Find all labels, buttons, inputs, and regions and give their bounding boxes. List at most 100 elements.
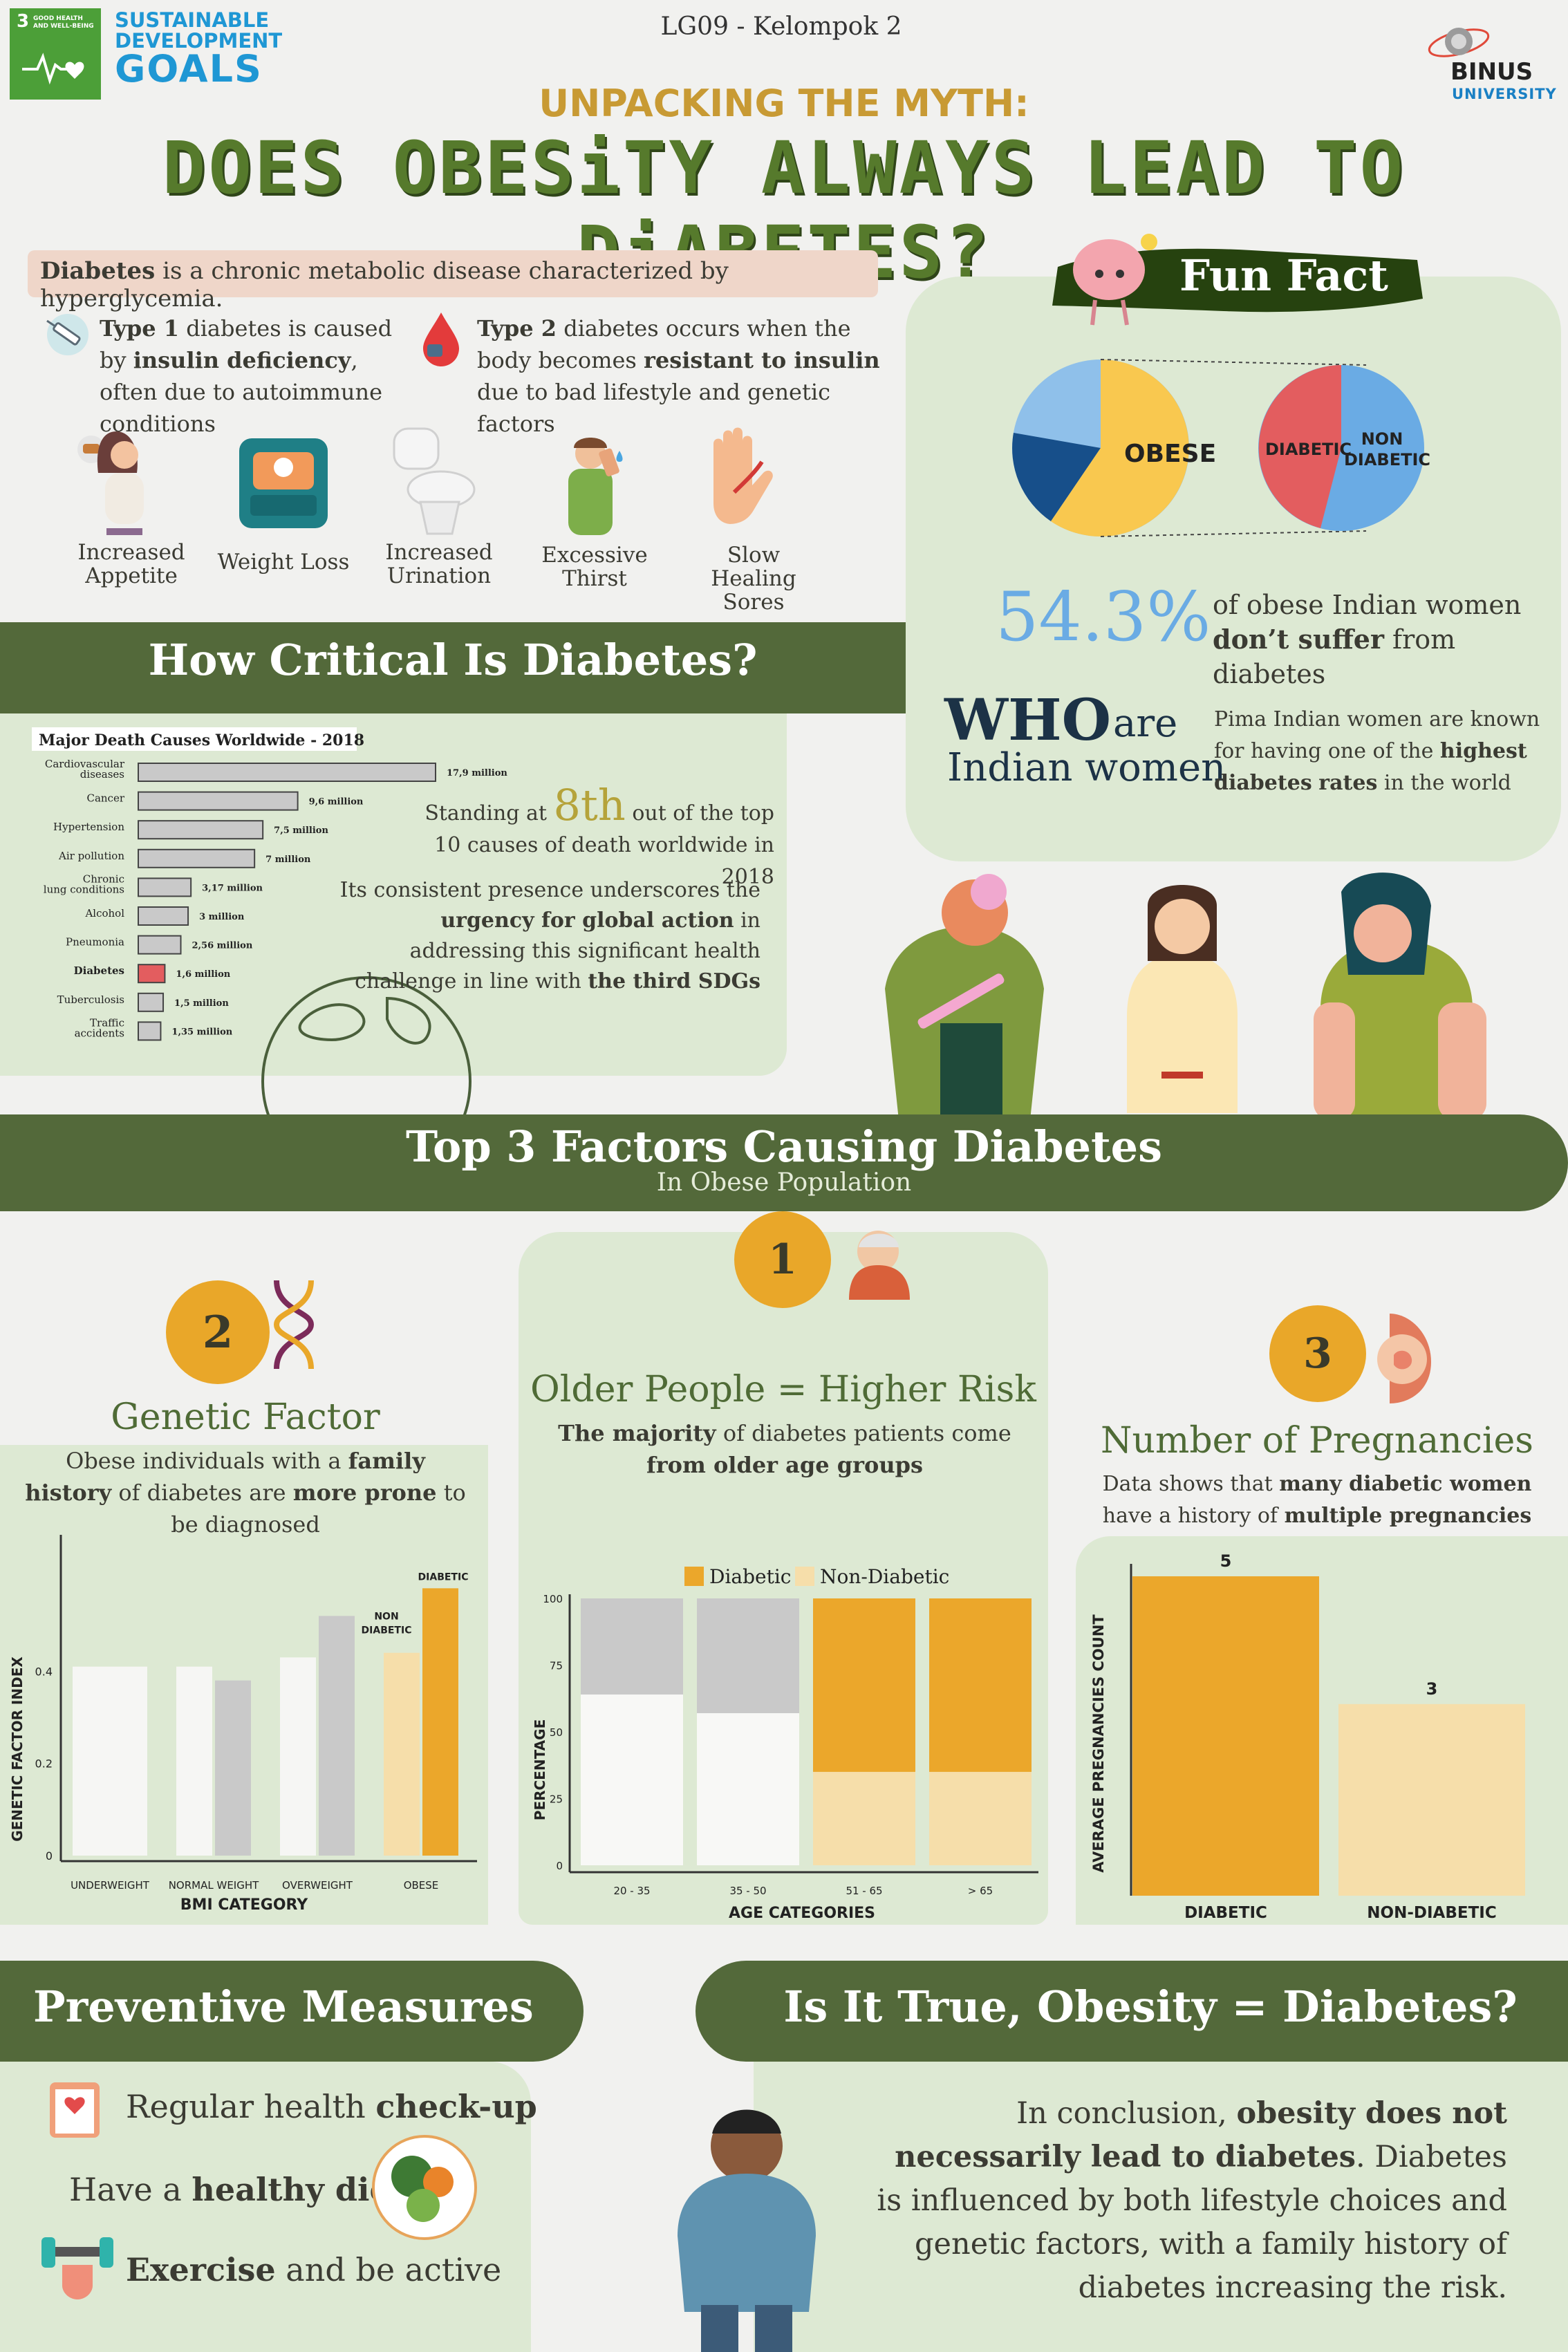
exercise-icon: [41, 2237, 113, 2299]
diet-t: Have a: [69, 2171, 192, 2208]
genetic-nondiabetic-label: DIABETIC: [362, 1625, 412, 1636]
death-cause-value: 9,6 million: [309, 797, 364, 808]
f2-d3: of diabetes are: [111, 1480, 293, 1506]
preg-y-label: AVERAGE PREGNANCIES COUNT: [1090, 1614, 1107, 1873]
age-x-tick: > 65: [968, 1885, 993, 1897]
symptom-label-urination: Increased Urination: [385, 540, 493, 588]
death-cause-value: 1,6 million: [176, 969, 230, 980]
conclusion-panel: [754, 2062, 1568, 2352]
f2-d4: more prone: [292, 1480, 437, 1506]
symptom-label-thirst: Excessive Thirst: [541, 543, 648, 591]
genetic-bar-nondiabetic: [280, 1657, 316, 1856]
binus-logo: BINUS UNIVERSITY: [1410, 14, 1556, 104]
type2-t1: diabetes occurs when the body becomes: [477, 315, 851, 373]
binus-university: UNIVERSITY: [1452, 86, 1557, 102]
diet-b: healthy diet: [192, 2171, 405, 2208]
exercise-b: Exercise: [126, 2251, 276, 2288]
genetic-bar-nondiabetic: [384, 1652, 420, 1856]
preg-x-tick: NON-DIABETIC: [1367, 1904, 1496, 1922]
factor1-desc: The majority of diabetes patients come f…: [546, 1417, 1023, 1481]
urgency-t1: Its consistent presence underscores the: [339, 878, 760, 902]
urgency-t2: in addressing this significant health ch…: [355, 908, 760, 993]
death-cause-bar: [138, 820, 264, 840]
wound-hand-icon: [713, 427, 773, 524]
healthy-food-icon: [372, 2135, 477, 2240]
death-cause-value: 1,35 million: [171, 1027, 232, 1037]
factor3-desc: Data shows that many diabetic women have…: [1079, 1468, 1556, 1532]
genetic-nondiabetic-label: NON: [374, 1612, 398, 1623]
stat-text-tail: from diabetes: [1213, 624, 1456, 689]
prevent-diet: Have a healthy diet: [69, 2171, 404, 2208]
fun-fact-panel: [906, 277, 1561, 861]
age-bar-diabetic: [697, 1598, 799, 1713]
kicker-title: UNPACKING THE MYTH:: [539, 82, 1029, 125]
brush-stroke-banner: [1052, 248, 1423, 312]
definition-bold: Diabetes: [40, 257, 156, 285]
death-cause-value: 7 million: [265, 855, 311, 865]
death-cause-bar: [138, 877, 192, 897]
stat-text-bold: don’t suffer: [1213, 624, 1384, 655]
age-x-tick: 35 - 50: [729, 1885, 766, 1897]
death-cause-label: Air pollution: [58, 850, 124, 862]
death-cause-label: accidents: [75, 1027, 124, 1039]
factor2-desc: Obese individuals with a family history …: [21, 1445, 470, 1540]
woman-injecting-insulin: [1314, 872, 1486, 1120]
f2-d2: family history: [25, 1448, 425, 1506]
genetic-bar-diabetic: [422, 1588, 458, 1856]
f2-d5: to be diagnosed: [171, 1480, 466, 1538]
genetic-x-tick: OVERWEIGHT: [282, 1879, 353, 1892]
death-cause-label: Chronic: [83, 872, 124, 885]
death-cause-value: 1,5 million: [174, 998, 229, 1009]
death-cause-label: Alcohol: [84, 907, 124, 920]
factor1-title: Older People = Higher Risk: [530, 1369, 1036, 1410]
age-legend-diabetic-swatch: [684, 1567, 704, 1586]
factor3-title: Number of Pregnancies: [1101, 1420, 1533, 1462]
critical-band: [0, 622, 906, 713]
death-causes-chart: Major Death Causes Worldwide - 2018 Card…: [32, 727, 507, 1041]
urgency-bold2: the third SDGs: [588, 969, 760, 993]
death-cause-label: Pneumonia: [66, 936, 124, 949]
factor2-title: Genetic Factor: [111, 1397, 380, 1438]
type1-t1: diabetes is caused by: [100, 315, 393, 373]
age-legend-diabetic: Diabetic: [709, 1565, 791, 1588]
conclusion-t1: In conclusion,: [1016, 2096, 1237, 2131]
urgency-bold1: urgency for global action: [440, 908, 734, 933]
death-cause-bar: [138, 848, 256, 868]
clipboard-icon: [50, 2082, 100, 2138]
standing-t2: out of the top 10 causes of death worldw…: [434, 801, 774, 889]
age-bar-nondiabetic: [581, 1694, 683, 1865]
age-legend-nondiabetic: Non-Diabetic: [820, 1565, 949, 1588]
age-legend-nondiabetic-swatch: [795, 1567, 814, 1586]
woman-with-insulin-pen: [1127, 885, 1238, 1113]
preventive-title: Preventive Measures: [33, 1981, 534, 2032]
genetic-bar-diabetic: [319, 1616, 355, 1856]
symptom-label-appetite: Increased Appetite: [77, 540, 185, 588]
appetite-icon: [77, 431, 144, 535]
genetic-x-tick: OBESE: [404, 1879, 439, 1892]
death-cause-label: Cardiovascular: [45, 758, 125, 770]
type1-label: Type 1: [100, 315, 180, 342]
pima-bold1: highest diabetes: [1214, 739, 1527, 795]
preventive-band: [0, 1961, 584, 2062]
stat-text: of obese Indian women don’t suffer from …: [1213, 588, 1558, 691]
age-x-tick: 51 - 65: [846, 1885, 882, 1897]
death-cause-bar: [138, 935, 182, 955]
factor3-number: 3: [1269, 1305, 1366, 1402]
preg-bar-value: 3: [1426, 1679, 1438, 1699]
genetic-x-tick: NORMAL WEIGHT: [169, 1879, 259, 1892]
urgency-text: Its consistent presence underscores the …: [332, 875, 760, 997]
age-y-tick: 50: [550, 1726, 563, 1739]
thirst-icon: [568, 438, 623, 535]
brain-icon: [1073, 234, 1157, 326]
f1-d1: The majority: [558, 1420, 716, 1446]
type2-bold: resistant to insulin: [643, 347, 880, 373]
type1-text: Type 1 diabetes is caused by insulin def…: [100, 312, 404, 440]
death-cause-value: 7,5 million: [274, 825, 328, 836]
sdg-subtitle: GOOD HEALTH AND WELL-BEING: [33, 15, 94, 30]
obese-pie-obese: [1051, 360, 1189, 536]
conclusion-b1: obesity does not necessarily lead to dia…: [895, 2096, 1507, 2174]
prevent-exercise: Exercise and be active: [126, 2251, 501, 2288]
binus-name: BINUS: [1450, 58, 1533, 86]
critical-title: How Critical Is Diabetes?: [148, 635, 758, 685]
symptom-label-sores: Slow Healing Sores: [711, 543, 796, 615]
